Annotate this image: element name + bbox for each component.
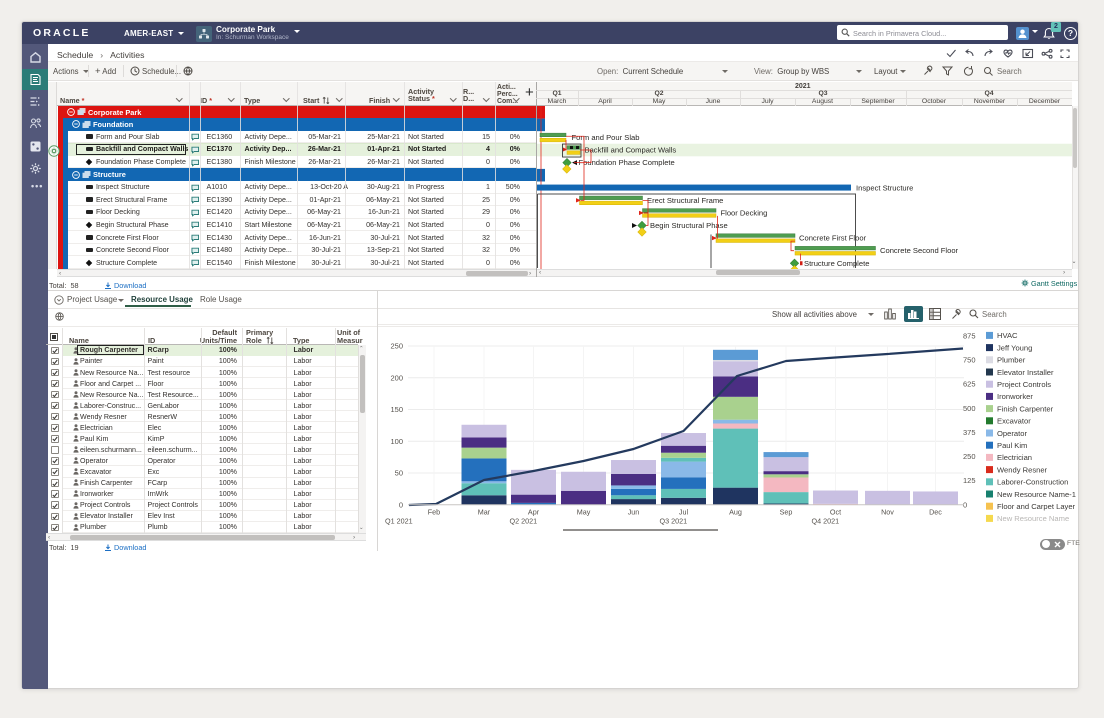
svg-text:Wendy Resner: Wendy Resner [997, 465, 1048, 474]
svg-text:Foundation Phase Complete: Foundation Phase Complete [579, 158, 675, 167]
svg-text:Sep: Sep [780, 508, 793, 517]
svg-text:500: 500 [963, 404, 976, 413]
svg-text:Q4 2021: Q4 2021 [812, 517, 840, 526]
svg-text:Form and Pour Slab: Form and Pour Slab [572, 132, 640, 141]
svg-text:Floor and Carpet Layer: Floor and Carpet Layer [997, 502, 1076, 511]
svg-text:Q3 2021: Q3 2021 [660, 517, 688, 526]
svg-text:New Resource Name: New Resource Name [997, 514, 1069, 523]
svg-text:Concrete Second Floor: Concrete Second Floor [880, 246, 959, 255]
svg-text:Jun: Jun [628, 508, 640, 517]
svg-text:Structure Complete: Structure Complete [804, 258, 869, 267]
svg-text:750: 750 [963, 356, 976, 365]
svg-text:Backfill and Compact Walls: Backfill and Compact Walls [585, 145, 677, 154]
svg-text:Feb: Feb [428, 508, 440, 517]
svg-text:Aug: Aug [729, 508, 742, 517]
svg-text:Electrician: Electrician [997, 453, 1032, 462]
svg-text:Search: Search [997, 67, 1022, 76]
svg-text:Apr: Apr [528, 508, 540, 517]
svg-text:May: May [577, 508, 591, 517]
svg-text:Q1 2021: Q1 2021 [385, 517, 413, 526]
svg-text:Jeff Young: Jeff Young [997, 343, 1032, 352]
svg-text:Dec: Dec [929, 508, 942, 517]
svg-text:New Resource Name-1: New Resource Name-1 [997, 490, 1076, 499]
svg-text:250: 250 [963, 452, 976, 461]
svg-text:Q2 2021: Q2 2021 [510, 517, 538, 526]
svg-text:0: 0 [963, 500, 967, 509]
svg-text:875: 875 [963, 332, 976, 341]
svg-text:125: 125 [963, 476, 976, 485]
svg-text:HVAC: HVAC [997, 331, 1018, 340]
svg-text:Inspect Structure: Inspect Structure [856, 183, 913, 192]
svg-text:Jul: Jul [679, 508, 689, 517]
svg-text:Finish Carpenter: Finish Carpenter [997, 404, 1054, 413]
svg-text:Project Controls: Project Controls [997, 380, 1051, 389]
svg-text:Paul Kim: Paul Kim [997, 441, 1027, 450]
svg-text:Ironworker: Ironworker [997, 392, 1033, 401]
svg-text:50: 50 [395, 469, 403, 478]
svg-text:Oct: Oct [830, 508, 841, 517]
svg-text:Laborer-Construction: Laborer-Construction [997, 478, 1068, 487]
svg-text:Operator: Operator [997, 429, 1027, 438]
svg-text:Mar: Mar [478, 508, 491, 517]
svg-text:150: 150 [390, 405, 403, 414]
svg-text:375: 375 [963, 428, 976, 437]
svg-text:100: 100 [390, 437, 403, 446]
svg-text:Excavator: Excavator [997, 417, 1031, 426]
svg-text:Concrete First Floor: Concrete First Floor [799, 233, 867, 242]
svg-text:Begin Structural Phase: Begin Structural Phase [650, 221, 728, 230]
svg-text:Nov: Nov [881, 508, 894, 517]
svg-text:625: 625 [963, 380, 976, 389]
svg-text:250: 250 [390, 342, 403, 351]
svg-text:Plumber: Plumber [997, 356, 1026, 365]
svg-text:200: 200 [390, 373, 403, 382]
svg-text:Erect Structural Frame: Erect Structural Frame [647, 195, 723, 204]
svg-text:Floor Decking: Floor Decking [721, 208, 768, 217]
svg-text:0: 0 [399, 500, 403, 509]
svg-text:Elevator Installer: Elevator Installer [997, 368, 1054, 377]
